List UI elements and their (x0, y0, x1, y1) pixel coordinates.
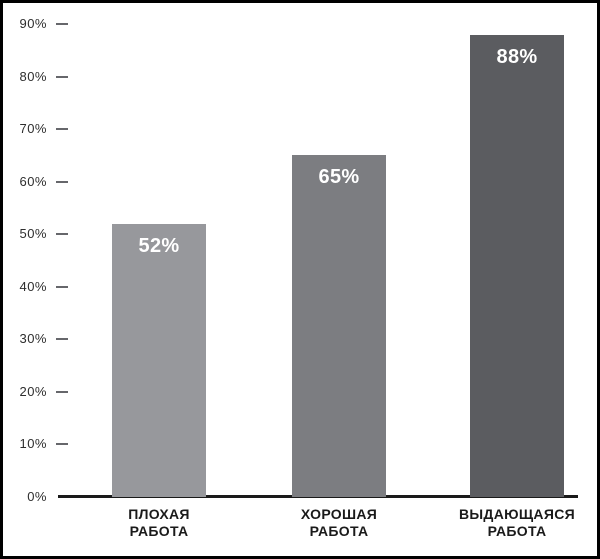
y-tick-label: 30% (19, 331, 47, 347)
y-tick-label: 90% (19, 15, 47, 31)
y-tick-dash (56, 128, 68, 131)
y-tick-dash (56, 180, 68, 183)
y-tick-label: 40% (19, 278, 47, 294)
y-tick-dash (56, 75, 68, 78)
bar-1: 52% (112, 223, 206, 497)
x-category-label: ХОРОШАЯ РАБОТА (300, 506, 378, 539)
y-tick-label: 0% (27, 489, 47, 504)
y-tick-dash (56, 233, 68, 236)
y-tick-label: 50% (19, 226, 47, 242)
x-category-label: ПЛОХАЯ РАБОТА (128, 506, 190, 539)
bar-2: 65% (292, 155, 386, 497)
y-tick-label: 70% (19, 121, 47, 137)
bar-value-label: 52% (138, 234, 180, 257)
y-tick-label: 80% (19, 68, 47, 84)
bar-3: 88% (470, 34, 564, 497)
bar-value-label: 65% (318, 166, 360, 189)
y-tick-dash (56, 443, 68, 446)
x-category-label: ВЫДАЮЩАЯСЯ РАБОТА (459, 506, 575, 539)
y-tick-label: 20% (19, 383, 47, 399)
y-tick-label: 60% (19, 173, 47, 189)
y-tick-dash (56, 285, 68, 288)
y-tick-label: 10% (19, 436, 47, 452)
y-tick-dash (56, 390, 68, 393)
y-tick-dash (56, 22, 68, 25)
bar-value-label: 88% (496, 45, 538, 68)
y-tick-dash (56, 338, 68, 341)
